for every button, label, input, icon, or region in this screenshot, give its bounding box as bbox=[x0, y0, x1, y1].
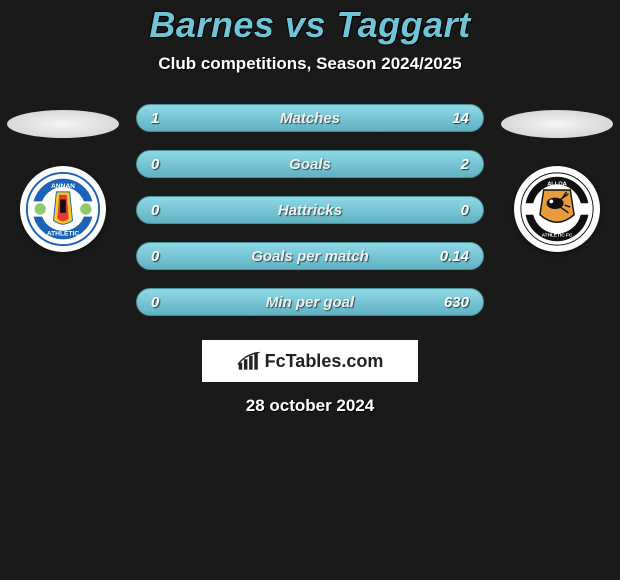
left-team-crest: ANNAN ATHLETIC bbox=[20, 166, 106, 252]
stat-right-value: 2 bbox=[429, 156, 469, 173]
left-player-placeholder bbox=[7, 110, 119, 138]
alloa-crest-icon: ALLOA ATHLETIC FC bbox=[519, 171, 595, 247]
stat-right-value: 14 bbox=[429, 110, 469, 127]
svg-text:ANNAN: ANNAN bbox=[51, 183, 75, 190]
left-column: ANNAN ATHLETIC bbox=[4, 104, 122, 252]
right-team-crest: ALLOA ATHLETIC FC bbox=[514, 166, 600, 252]
logo-text: FcTables.com bbox=[265, 351, 384, 372]
stat-row-min-per-goal: 0 Min per goal 630 bbox=[136, 288, 484, 316]
svg-text:ATHLETIC FC: ATHLETIC FC bbox=[542, 233, 573, 239]
stat-left-value: 0 bbox=[151, 294, 191, 311]
stat-row-hattricks: 0 Hattricks 0 bbox=[136, 196, 484, 224]
stat-label: Goals per match bbox=[191, 248, 429, 265]
stat-label: Matches bbox=[191, 110, 429, 127]
stat-left-value: 1 bbox=[151, 110, 191, 127]
subtitle: Club competitions, Season 2024/2025 bbox=[0, 54, 620, 74]
stat-left-value: 0 bbox=[151, 202, 191, 219]
right-player-placeholder bbox=[501, 110, 613, 138]
page-title: Barnes vs Taggart bbox=[0, 4, 620, 46]
bar-chart-icon bbox=[237, 350, 263, 372]
stat-label: Hattricks bbox=[191, 202, 429, 219]
svg-text:ALLOA: ALLOA bbox=[547, 181, 567, 187]
source-logo: FcTables.com bbox=[202, 340, 418, 382]
stat-left-value: 0 bbox=[151, 248, 191, 265]
stat-label: Goals bbox=[191, 156, 429, 173]
date-line: 28 october 2024 bbox=[0, 396, 620, 416]
right-column: ALLOA ATHLETIC FC bbox=[498, 104, 616, 252]
stats-column: 1 Matches 14 0 Goals 2 0 Hattricks 0 0 G… bbox=[122, 104, 498, 316]
annan-crest-icon: ANNAN ATHLETIC bbox=[25, 171, 101, 247]
stat-left-value: 0 bbox=[151, 156, 191, 173]
stat-row-goals: 0 Goals 2 bbox=[136, 150, 484, 178]
main-row: ANNAN ATHLETIC 1 Matches 14 0 Goals 2 bbox=[0, 104, 620, 316]
stat-right-value: 630 bbox=[429, 294, 469, 311]
stat-label: Min per goal bbox=[191, 294, 429, 311]
comparison-card: Barnes vs Taggart Club competitions, Sea… bbox=[0, 0, 620, 416]
stat-row-goals-per-match: 0 Goals per match 0.14 bbox=[136, 242, 484, 270]
stat-right-value: 0.14 bbox=[429, 248, 469, 265]
stat-right-value: 0 bbox=[429, 202, 469, 219]
stat-row-matches: 1 Matches 14 bbox=[136, 104, 484, 132]
svg-text:ATHLETIC: ATHLETIC bbox=[47, 231, 80, 238]
